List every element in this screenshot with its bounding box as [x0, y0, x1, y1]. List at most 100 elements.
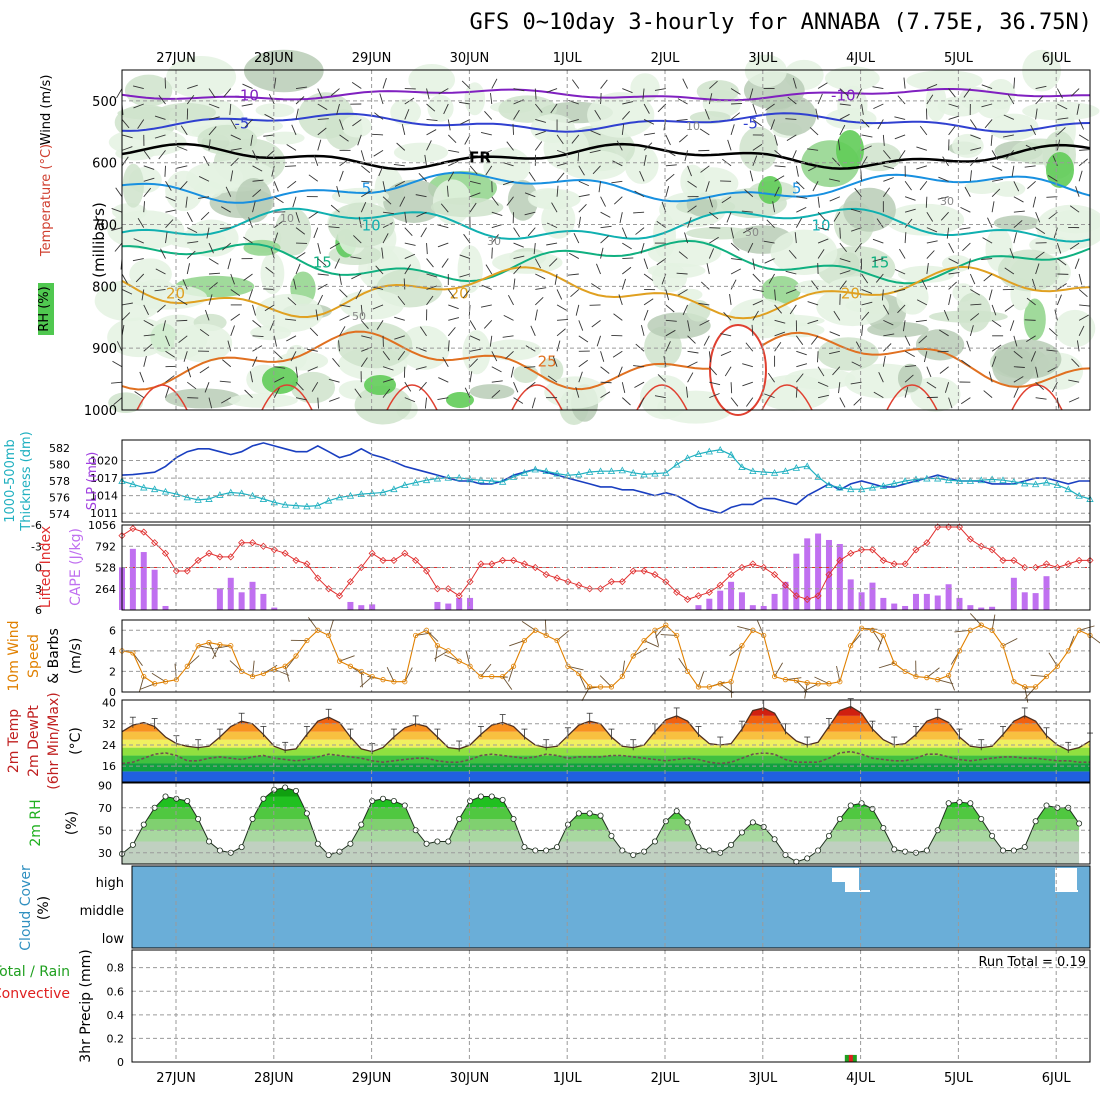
lifted-index-point — [401, 549, 409, 557]
wind-barb — [810, 335, 819, 345]
cape-bar — [434, 601, 441, 610]
wind-barb — [752, 155, 758, 166]
wind-barb — [923, 351, 928, 363]
wind-barb — [861, 273, 869, 284]
wind-speed-point — [500, 673, 506, 680]
wind-barb — [550, 103, 558, 114]
wind-barb — [918, 335, 928, 344]
thickness-point — [140, 483, 148, 491]
lifted-index-point — [357, 563, 365, 572]
wind-barb — [817, 82, 828, 89]
cape-bar — [847, 579, 854, 610]
wind-barb — [796, 350, 807, 356]
li-tick-label: 3 — [35, 583, 42, 596]
wind-barb — [135, 273, 145, 283]
lifted-index-point — [716, 581, 724, 589]
wind-barb — [143, 177, 155, 182]
wind-barb — [469, 320, 477, 331]
wind-barb — [230, 119, 237, 130]
cape-bar — [967, 605, 974, 610]
wind-barb — [1075, 186, 1080, 197]
thickness-point — [781, 467, 790, 475]
cape-bar — [891, 603, 898, 610]
wind-barb — [1005, 150, 1015, 159]
wind-speed-point — [521, 637, 528, 644]
wind-barb — [752, 300, 764, 306]
rh-shade — [341, 115, 372, 138]
cape-bar — [1021, 592, 1028, 610]
wind-barb — [633, 211, 645, 214]
rh2m-point — [586, 810, 593, 817]
rh2m-point — [771, 836, 778, 843]
wind-barb — [1035, 366, 1039, 378]
wind-barb — [663, 355, 667, 367]
wind-speed-point — [217, 642, 223, 648]
cape-bar — [260, 593, 267, 610]
rh-shade — [427, 94, 454, 122]
wind-barb — [1004, 267, 1015, 275]
wind-barb — [578, 335, 589, 343]
wind-barb — [785, 677, 802, 681]
wind-barb — [162, 320, 166, 332]
wind-barb — [372, 133, 384, 136]
wind-barb — [556, 162, 568, 167]
isotherm-line — [121, 112, 1091, 133]
wind-barb — [970, 289, 981, 296]
rh-tick-label: 30 — [98, 847, 112, 860]
wind-barb — [273, 335, 277, 347]
wind-barb — [654, 88, 666, 91]
thickness-point — [1021, 479, 1029, 487]
wind-barb — [1078, 625, 1095, 631]
wind-barb — [513, 397, 524, 404]
rh-shade — [243, 49, 324, 93]
lifted-index-point — [248, 539, 257, 547]
wind-barb — [600, 235, 610, 244]
thickness-point — [303, 502, 311, 510]
rh2m-point — [162, 793, 169, 800]
wind-barb — [219, 227, 231, 230]
wind-barb — [1003, 114, 1015, 120]
date-label-top: 1JUL — [553, 51, 583, 66]
wind-speed-point — [554, 637, 560, 644]
wind-barb — [1035, 95, 1044, 105]
wind-barb — [252, 201, 256, 213]
wind10-speed-label: Speed — [26, 634, 42, 678]
wind-barb — [970, 157, 978, 167]
wind-barb — [1051, 381, 1058, 393]
wind-barb — [249, 371, 253, 383]
lifted-index-point — [151, 539, 159, 547]
wind-barb — [227, 258, 232, 270]
wind-barb — [984, 119, 993, 129]
thickness-point — [847, 485, 855, 493]
wind-barb — [723, 312, 732, 321]
cape-bar — [880, 597, 887, 610]
thickness-point — [194, 496, 202, 503]
wind-barb — [942, 156, 949, 167]
wind-barb — [839, 88, 849, 97]
thickness-point — [988, 475, 996, 483]
lifted-index-point — [314, 574, 322, 582]
wind-barb — [596, 263, 601, 275]
rh2m-point — [728, 841, 735, 848]
wind-barb — [803, 683, 819, 692]
isotherm-line — [511, 384, 563, 411]
wind-barb — [963, 88, 971, 98]
wind-speed-point — [717, 681, 723, 687]
wind-barb — [665, 319, 677, 322]
isotherm-line — [709, 324, 767, 416]
rh2m-point — [891, 846, 898, 853]
wind-barb — [795, 217, 803, 228]
thickness-point — [259, 495, 268, 502]
rh-band — [122, 830, 1080, 842]
wind-barb — [165, 375, 175, 383]
wind-barb — [447, 289, 455, 299]
wind-barb — [751, 324, 754, 336]
date-label-bottom: 4JUL — [846, 1071, 876, 1086]
thickness-point — [749, 467, 757, 475]
wind-barb — [926, 227, 938, 233]
wind-barb — [850, 381, 862, 385]
wind-barb — [905, 365, 917, 368]
lifted-index-point — [444, 585, 452, 593]
wind-speed-point — [304, 637, 310, 644]
lifted-index-point — [825, 571, 833, 579]
